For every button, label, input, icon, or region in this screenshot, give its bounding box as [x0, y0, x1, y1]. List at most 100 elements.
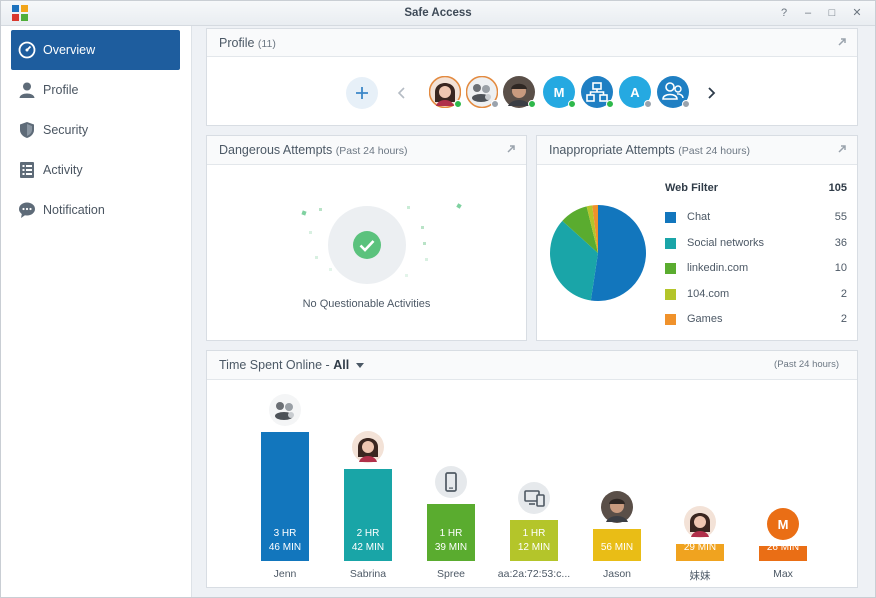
bar-category-label: 妹妹 — [689, 570, 711, 582]
time-bar[interactable]: 1 HR 39 MIN — [427, 504, 475, 561]
profile-avatar-m[interactable]: M — [543, 76, 576, 108]
empty-state-message: No Questionable Activities — [302, 298, 431, 310]
check-icon — [353, 231, 381, 259]
add-profile-button[interactable] — [346, 77, 378, 109]
sidebar-item-security[interactable]: Security — [11, 110, 180, 150]
profile-avatar-users[interactable] — [657, 76, 690, 108]
list-icon — [17, 160, 37, 180]
legend-label: 104.com — [687, 288, 730, 300]
inappropriate-attempts-panel: Inappropriate Attempts (Past 24 hours) W… — [536, 135, 858, 341]
legend-swatch — [665, 262, 676, 274]
shield-icon — [17, 120, 37, 140]
legend-item[interactable]: linkedin.com 10 — [665, 260, 847, 276]
users-icon — [657, 76, 689, 108]
sidebar-item-notification[interactable]: Notification — [11, 190, 180, 230]
bar-value-text: 39 MIN — [434, 542, 468, 553]
legend-count: 2 — [840, 313, 847, 325]
bar-value-text: 2 HR — [356, 528, 380, 539]
user-icon — [17, 80, 37, 100]
profile-avatar-1[interactable] — [428, 75, 462, 109]
bar-category-label: Jenn — [273, 568, 297, 580]
chat-bubble-icon — [17, 200, 37, 220]
bar-value-label: 26 MIN — [759, 541, 807, 555]
bar-avatar-photo-woman[interactable] — [352, 431, 384, 463]
status-dot — [568, 100, 576, 108]
time-bar[interactable]: 2 HR 42 MIN — [344, 469, 392, 561]
app-icon — [12, 5, 28, 21]
group-photo-icon — [465, 75, 499, 109]
web-filter-header: Web Filter 105 — [665, 182, 847, 194]
person-photo-icon — [503, 76, 535, 108]
time-bar[interactable]: 29 MIN — [676, 541, 724, 561]
status-dot — [454, 100, 462, 108]
bar-value-label: 3 HR 46 MIN — [261, 527, 309, 555]
sidebar-item-label: Activity — [43, 163, 83, 177]
close-button[interactable]: ✕ — [852, 7, 862, 19]
pie-slice-social-networks[interactable] — [550, 220, 598, 301]
sidebar-item-overview[interactable]: Overview — [11, 30, 180, 70]
panel-subtitle: (Past 24 hours) — [678, 145, 751, 157]
legend-item[interactable]: 104.com 2 — [665, 286, 847, 302]
bar-avatar-photo-woman[interactable] — [684, 506, 716, 538]
plus-icon — [356, 87, 368, 99]
window-title: Safe Access — [404, 7, 472, 19]
panel-title: Profile — [219, 36, 255, 50]
sidebar-item-activity[interactable]: Activity — [11, 150, 180, 190]
bar-value-text: 3 HR — [273, 528, 297, 539]
letter-avatar: M — [543, 76, 575, 108]
status-dot — [682, 100, 690, 108]
minimize-button[interactable]: – — [804, 7, 812, 19]
sidebar-item-label: Notification — [43, 203, 105, 217]
legend-item[interactable]: Social networks 36 — [665, 235, 847, 251]
web-filter-total: 105 — [828, 182, 847, 194]
bar-value-label: 56 MIN — [593, 541, 641, 555]
sidebar-item-profile[interactable]: Profile — [11, 70, 180, 110]
panel-title: Dangerous Attempts — [219, 143, 333, 157]
status-dot — [528, 100, 536, 108]
profile-avatar-network[interactable] — [581, 76, 614, 108]
chevron-left-icon[interactable] — [397, 86, 407, 100]
expand-icon[interactable] — [837, 37, 847, 47]
sidebar-item-label: Profile — [43, 83, 79, 97]
legend-item[interactable]: Games 2 — [665, 311, 847, 327]
expand-icon[interactable] — [506, 144, 516, 154]
filter-dropdown[interactable]: All — [333, 358, 350, 372]
caret-down-icon[interactable] — [355, 362, 364, 369]
time-bar[interactable]: 1 HR 12 MIN — [510, 520, 558, 561]
pie-slice-104-com[interactable] — [586, 205, 598, 253]
pie-slice-games[interactable] — [592, 205, 598, 253]
legend-label: linkedin.com — [687, 262, 749, 274]
pie-slice-chat[interactable] — [590, 205, 646, 301]
bar-value-text: 56 MIN — [600, 542, 634, 553]
bar-category-label: Max — [773, 568, 793, 580]
profile-avatar-2[interactable] — [465, 75, 499, 109]
time-bar[interactable]: 56 MIN — [593, 529, 641, 561]
bar-avatar-letter-M[interactable]: M — [767, 508, 799, 540]
time-panel-header: Time Spent Online - All (Past 24 hours) — [207, 351, 857, 380]
bar-value-label: 29 MIN — [676, 541, 724, 555]
bar-value-text: 1 HR — [439, 528, 463, 539]
bar-value-text: 29 MIN — [683, 542, 717, 553]
maximize-button[interactable]: □ — [828, 7, 836, 19]
profile-avatar-3[interactable] — [503, 76, 536, 108]
legend-label: Social networks — [687, 237, 765, 249]
time-spent-online-panel: Time Spent Online - All (Past 24 hours) … — [206, 350, 858, 588]
profile-avatar-a[interactable]: A — [619, 76, 652, 108]
bar-avatar-photo-man[interactable] — [601, 491, 633, 523]
confetti-decoration — [301, 203, 462, 277]
time-bar[interactable]: 26 MIN — [759, 542, 807, 561]
profile-count: (11) — [257, 38, 276, 50]
legend-count: 10 — [834, 262, 847, 274]
legend-item[interactable]: Chat 55 — [665, 209, 847, 225]
legend-swatch — [665, 288, 676, 300]
bar-value-text: 1 HR — [522, 528, 546, 539]
bar-avatar-phone-icon[interactable] — [435, 466, 467, 498]
help-button[interactable]: ? — [780, 7, 788, 19]
bar-avatar-devices-icon[interactable] — [518, 482, 550, 514]
expand-icon[interactable] — [837, 144, 847, 154]
bar-avatar-photo-group[interactable] — [269, 394, 301, 426]
chevron-right-icon[interactable] — [706, 86, 716, 100]
bar-value-text: 42 MIN — [351, 542, 385, 553]
time-bar[interactable]: 3 HR 46 MIN — [261, 432, 309, 561]
pie-slice-linkedin-com[interactable] — [562, 206, 598, 253]
